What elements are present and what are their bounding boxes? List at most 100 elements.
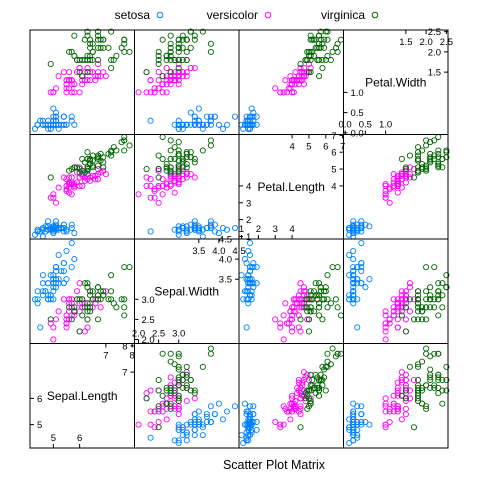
data-point-versicolor [402, 316, 409, 323]
data-point-setosa [250, 403, 257, 410]
data-point-setosa [183, 421, 190, 428]
diag-tick-label-left: 6 [37, 394, 42, 405]
data-point-versicolor [68, 77, 75, 84]
data-point-virginica [121, 312, 128, 319]
data-point-virginica [163, 167, 170, 174]
legend: setosa versicolor virginica [115, 8, 379, 22]
data-point-virginica [175, 147, 182, 154]
data-point-virginica [100, 44, 107, 51]
data-point-setosa [50, 284, 57, 291]
data-point-setosa [354, 426, 361, 433]
data-point-versicolor [290, 304, 297, 311]
data-point-versicolor [143, 89, 150, 96]
data-point-versicolor [290, 77, 297, 84]
data-point-virginica [187, 28, 194, 35]
data-point-virginica [423, 345, 430, 352]
diag-tick-label-bottom: 5 [51, 433, 56, 444]
data-point-setosa [37, 324, 44, 331]
data-point-versicolor [68, 81, 75, 88]
data-point-virginica [84, 149, 91, 156]
data-point-virginica [324, 272, 331, 279]
data-point-versicolor [151, 85, 158, 92]
data-point-setosa [366, 276, 373, 283]
data-point-versicolor [410, 296, 418, 303]
data-point-virginica [414, 395, 422, 402]
data-point-setosa [246, 252, 254, 259]
data-point-virginica [431, 264, 438, 271]
data-point-virginica [314, 56, 321, 64]
data-point-versicolor [277, 421, 284, 428]
data-point-virginica [324, 36, 331, 43]
data-point-setosa [248, 280, 255, 287]
data-point-virginica [307, 292, 314, 299]
data-point-setosa [60, 260, 67, 267]
data-point-setosa [39, 121, 46, 128]
data-point-virginica [159, 73, 166, 80]
data-point-setosa [207, 223, 214, 230]
data-point-versicolor [287, 85, 294, 92]
data-point-virginica [439, 164, 446, 171]
diag-tick-label-bottom: 3 [273, 224, 278, 235]
data-point-virginica [312, 36, 319, 43]
data-point-virginica [94, 284, 102, 291]
data-point-versicolor [406, 280, 413, 287]
data-point-virginica [183, 160, 190, 168]
data-point-versicolor [386, 418, 393, 426]
data-point-versicolor [402, 376, 409, 384]
diag-tick-label-top: 1.5 [399, 37, 412, 48]
data-point-versicolor [159, 81, 166, 88]
data-point-virginica [327, 300, 334, 307]
data-point-virginica [423, 288, 430, 295]
data-point-setosa [39, 226, 46, 233]
diag-tick-label-left: 2.0 [142, 335, 155, 346]
data-point-virginica [427, 292, 434, 299]
data-point-versicolor [179, 73, 186, 80]
data-point-virginica [183, 150, 190, 157]
panel-sepal-length-vs-petal-width [29, 28, 135, 135]
data-point-setosa [231, 113, 239, 120]
data-point-virginica [187, 376, 194, 384]
data-point-setosa [243, 260, 250, 267]
data-point-virginica [105, 44, 112, 51]
data-point-versicolor [402, 300, 409, 307]
data-point-versicolor [171, 189, 178, 196]
data-point-versicolor [294, 77, 301, 84]
data-point-versicolor [295, 73, 302, 80]
data-point-versicolor [163, 73, 170, 80]
data-point-virginica [423, 165, 430, 173]
data-point-versicolor [50, 336, 57, 343]
data-point-virginica [167, 350, 174, 357]
data-point-setosa [207, 418, 214, 426]
data-point-virginica [435, 292, 442, 299]
diag-tick-label-right: 4.0 [219, 255, 232, 266]
diag-tick-label-top: 2.0 [420, 37, 433, 48]
data-point-virginica [155, 152, 162, 159]
diag-tick-label-left: 0.5 [351, 108, 364, 119]
data-point-versicolor [382, 324, 389, 331]
data-point-virginica [175, 150, 182, 157]
data-point-setosa [50, 276, 57, 283]
data-point-virginica [121, 36, 128, 43]
data-point-setosa [147, 117, 154, 124]
data-point-setosa [207, 224, 214, 232]
data-point-setosa [187, 121, 194, 128]
data-point-virginica [84, 165, 91, 173]
data-point-versicolor [147, 176, 154, 183]
data-point-virginica [419, 147, 426, 154]
data-point-setosa [68, 264, 75, 271]
data-point-versicolor [282, 300, 289, 307]
data-point-versicolor [183, 69, 190, 76]
data-point-virginica [163, 56, 170, 64]
data-point-setosa [366, 421, 373, 428]
data-point-virginica [191, 155, 198, 162]
data-point-versicolor [179, 69, 186, 76]
data-point-virginica [143, 165, 150, 173]
data-point-virginica [414, 292, 422, 299]
data-point-versicolor [191, 65, 198, 72]
data-point-versicolor [183, 73, 190, 80]
data-point-versicolor [398, 176, 405, 183]
data-point-virginica [423, 304, 430, 311]
data-point-versicolor [147, 77, 154, 84]
diag-tick-label-top: 5 [306, 142, 311, 153]
